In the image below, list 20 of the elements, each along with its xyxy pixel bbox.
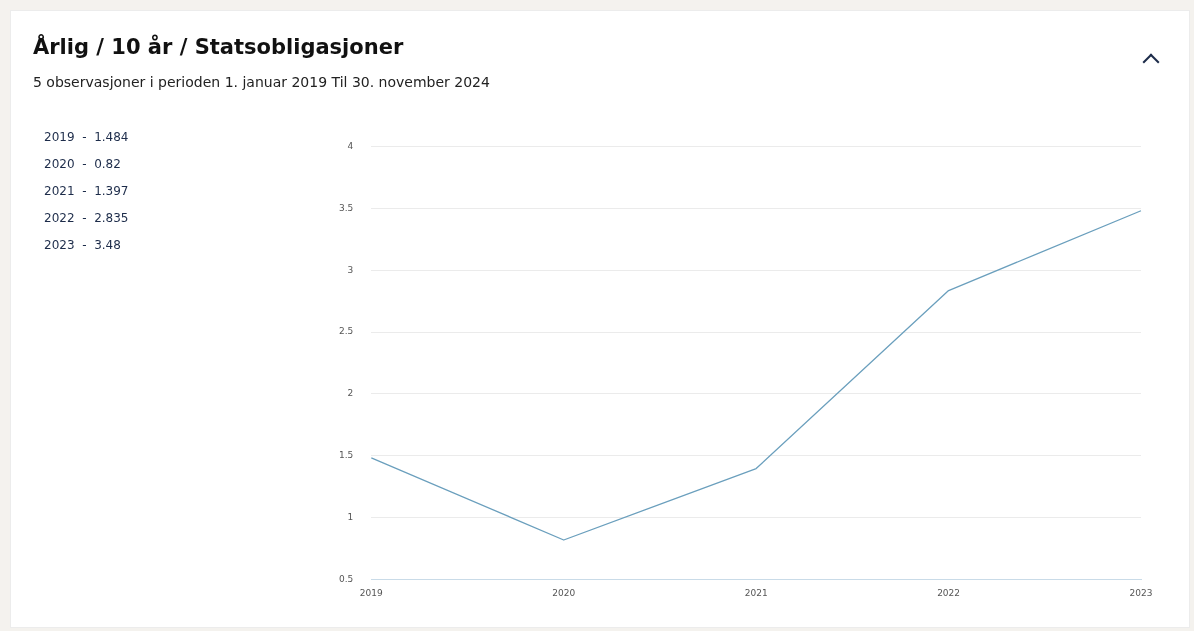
x-tick-label: 2023 <box>1129 588 1153 599</box>
chart-title: Årlig / 10 år / Statsobligasjoner <box>33 35 404 59</box>
y-tick-label: 3 <box>347 264 354 275</box>
x-tick-label: 2019 <box>359 588 384 599</box>
text: 2021 - 1.397 <box>44 184 129 200</box>
y-tick-label: 2.5 <box>338 326 354 337</box>
text: 2020 - 0.82 <box>44 157 122 173</box>
text: 2023 - 3.48 <box>44 238 122 254</box>
x-tick-label: 2022 <box>937 588 961 599</box>
chart-subtitle: 5 observasjoner i perioden 1. januar 2019 Til 30. november 2024 <box>33 74 490 90</box>
y-tick-label: 1 <box>347 512 354 523</box>
text: 2019 - 1.484 <box>44 130 129 146</box>
x-tick-label: 2021 <box>744 588 768 599</box>
y-tick-label: 1.5 <box>338 450 354 461</box>
y-tick-label: 4 <box>347 140 354 151</box>
y-tick-label: 2 <box>347 388 354 399</box>
y-tick-label: 3.5 <box>338 202 354 213</box>
y-tick-label: 0.5 <box>338 573 354 584</box>
x-tick-label: 2020 <box>552 588 576 599</box>
text: 2022 - 2.835 <box>44 211 129 227</box>
